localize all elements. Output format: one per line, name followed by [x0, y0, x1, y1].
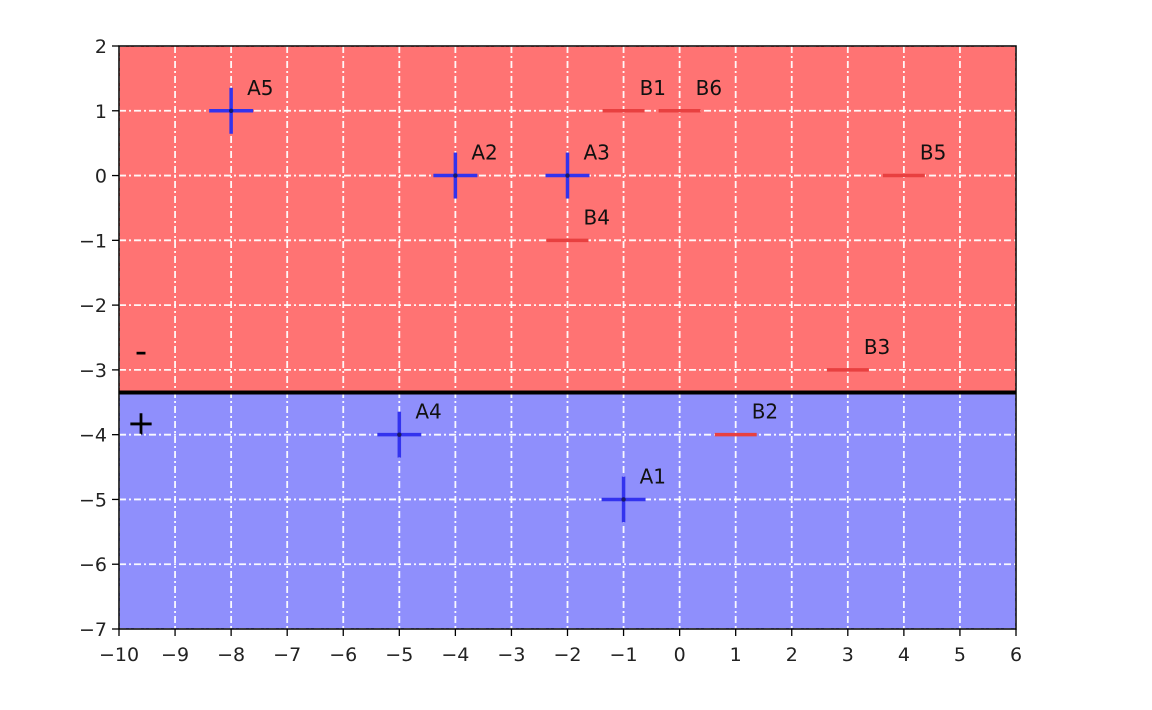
- region-label-negative: -: [135, 332, 147, 372]
- point-label-a2: A2: [471, 141, 497, 165]
- point-label-b2: B2: [752, 400, 778, 424]
- point-label-b1: B1: [640, 76, 666, 100]
- x-tick-label: 4: [898, 644, 910, 666]
- y-tick-label: 2: [95, 36, 107, 58]
- axes-layer: −10 −9 −8 −7 −6 −5 −4 −3 −2 −1 0 1 2 3 4 5 6210−1−2−3−4−…: [79, 36, 1022, 666]
- x-tick-label: 5: [954, 644, 966, 666]
- point-label-b5: B5: [920, 141, 946, 165]
- point-label-b4: B4: [584, 205, 610, 229]
- points-layer: A1 A2 A3 A4 A5 B1 B2 B3 B4 B5 B6: [209, 76, 946, 523]
- point-a5-center: [228, 108, 234, 113]
- y-tick-label: 1: [95, 101, 107, 123]
- point-label-a3: A3: [584, 141, 610, 165]
- point-a3-center: [565, 173, 570, 178]
- y-tick-label: −7: [79, 619, 107, 641]
- x-tick-label: −2: [553, 644, 581, 666]
- x-tick-label: −5: [385, 644, 413, 666]
- y-tick-label: −5: [79, 489, 107, 511]
- point-label-a5: A5: [247, 76, 273, 100]
- y-tick-label: −4: [79, 425, 107, 447]
- point-label-a4: A4: [415, 400, 441, 424]
- region-label-positive: +: [127, 404, 156, 444]
- x-tick-label: −4: [441, 644, 469, 666]
- x-tick-label: 2: [786, 644, 798, 666]
- x-tick-label: 1: [730, 644, 742, 666]
- region-positive: [119, 392, 1016, 629]
- point-a1-center: [621, 497, 626, 502]
- x-tick-label: 3: [842, 644, 854, 666]
- x-tick-label: −10: [99, 644, 139, 666]
- y-tick-label: −3: [79, 360, 107, 382]
- point-label-b6: B6: [696, 76, 722, 100]
- point-a4-center: [397, 432, 402, 437]
- y-tick-label: −2: [79, 295, 107, 317]
- y-tick-label: 0: [95, 166, 107, 188]
- x-tick-label: −3: [497, 644, 525, 666]
- point-label-b3: B3: [864, 335, 890, 359]
- x-tick-label: −1: [610, 644, 638, 666]
- x-tick-label: −9: [161, 644, 189, 666]
- y-tick-label: −1: [79, 230, 107, 252]
- point-a2-center: [453, 173, 458, 178]
- point-label-a1: A1: [640, 464, 666, 488]
- x-tick-label: −6: [329, 644, 357, 666]
- x-tick-label: −7: [273, 644, 301, 666]
- x-tick-label: 6: [1010, 644, 1022, 666]
- x-tick-label: 0: [674, 644, 686, 666]
- x-tick-label: −8: [217, 644, 245, 666]
- y-tick-label: −6: [79, 554, 107, 576]
